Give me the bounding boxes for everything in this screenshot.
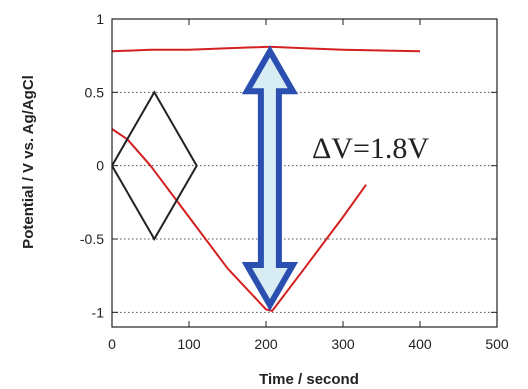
series-line-1: [111, 128, 367, 312]
y-tick-label-1: 0.5: [85, 84, 105, 100]
axis-ticks: 10.50-0.5-10 100 200 300 400 500: [80, 11, 509, 352]
y-tick-label-4: -1: [92, 304, 105, 320]
plot-frame: [111, 18, 498, 328]
x-axis-title: Time / second: [259, 371, 359, 388]
x-tick-label-4: 400: [408, 336, 432, 352]
y-tick-label-0: 1: [96, 11, 104, 27]
y-tick-label-3: -0.5: [80, 231, 104, 247]
y-axis-title: Potential / V vs. Ag/AgCl: [20, 75, 37, 249]
x-tick-label-0: 0: [108, 336, 116, 352]
x-tick-label-3: 300: [331, 336, 355, 352]
x-tick-label-5: 500: [485, 336, 509, 352]
y-tick-label-2: 0: [96, 158, 104, 174]
delta-v-arrow: [241, 45, 299, 312]
potential-sweep-diamond: [111, 90, 198, 241]
x-tick-label-1: 100: [177, 336, 201, 352]
series-line-0: [111, 45, 421, 53]
x-tick-label-2: 200: [254, 336, 278, 352]
double-headed-arrow: [241, 45, 299, 312]
series-layer: [111, 45, 421, 312]
grid-lines: [112, 91, 497, 313]
delta-v-annotation: ΔV=1.8V: [312, 132, 429, 165]
